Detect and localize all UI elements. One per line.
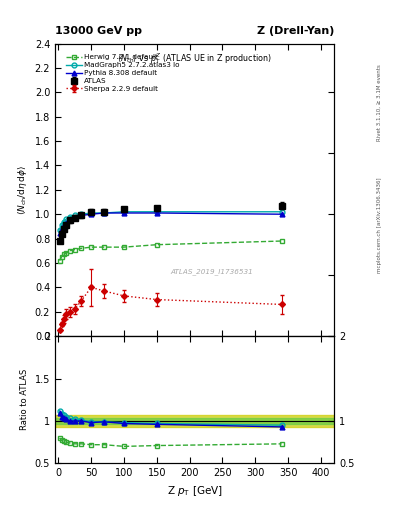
Herwig 7.2.1 default [121, 244, 126, 250]
MadGraph5 2.7.2.atlas3 lo [61, 219, 66, 225]
Herwig 7.2.1 default [279, 238, 284, 244]
Text: mcplots.cern.ch [arXiv:1306.3436]: mcplots.cern.ch [arXiv:1306.3436] [377, 178, 382, 273]
Line: Herwig 7.2.1 default: Herwig 7.2.1 default [57, 239, 284, 263]
Text: Z (Drell-Yan): Z (Drell-Yan) [257, 26, 334, 36]
Pythia 8.308 default [72, 215, 77, 221]
MadGraph5 2.7.2.atlas3 lo [59, 222, 64, 228]
Herwig 7.2.1 default [59, 254, 64, 260]
Herwig 7.2.1 default [89, 244, 94, 250]
Herwig 7.2.1 default [154, 242, 159, 248]
Pythia 8.308 default [64, 220, 68, 226]
Herwig 7.2.1 default [72, 246, 77, 252]
Herwig 7.2.1 default [68, 248, 72, 254]
Pythia 8.308 default [121, 210, 126, 216]
MadGraph5 2.7.2.atlas3 lo [279, 209, 284, 215]
Pythia 8.308 default [57, 229, 62, 236]
X-axis label: Z $p_\mathrm{T}$ [GeV]: Z $p_\mathrm{T}$ [GeV] [167, 484, 222, 498]
Pythia 8.308 default [154, 210, 159, 216]
Text: ATLAS_2019_I1736531: ATLAS_2019_I1736531 [170, 268, 253, 275]
Bar [55, 415, 334, 428]
Pythia 8.308 default [61, 222, 66, 228]
Herwig 7.2.1 default [57, 258, 62, 264]
MadGraph5 2.7.2.atlas3 lo [64, 216, 68, 222]
Legend: Herwig 7.2.1 default, MadGraph5 2.7.2.atlas3 lo, Pythia 8.308 default, ATLAS, Sh: Herwig 7.2.1 default, MadGraph5 2.7.2.at… [64, 53, 182, 93]
Y-axis label: Ratio to ATLAS: Ratio to ATLAS [20, 369, 29, 431]
Pythia 8.308 default [59, 226, 64, 232]
Pythia 8.308 default [68, 217, 72, 223]
Herwig 7.2.1 default [61, 251, 66, 258]
Bar [55, 418, 334, 424]
Text: $\langle N_\mathrm{ch}\rangle$ vs $p_\mathrm{T}^Z$ (ATLAS UE in Z production): $\langle N_\mathrm{ch}\rangle$ vs $p_\ma… [117, 51, 272, 66]
Pythia 8.308 default [89, 211, 94, 217]
Herwig 7.2.1 default [64, 250, 68, 257]
MadGraph5 2.7.2.atlas3 lo [121, 209, 126, 215]
MadGraph5 2.7.2.atlas3 lo [68, 214, 72, 220]
Text: 13000 GeV pp: 13000 GeV pp [55, 26, 142, 36]
Herwig 7.2.1 default [102, 244, 107, 250]
Line: MadGraph5 2.7.2.atlas3 lo: MadGraph5 2.7.2.atlas3 lo [57, 209, 284, 232]
Y-axis label: $\langle N_\mathrm{ch}/\mathrm{d}\eta\,\mathrm{d}\phi\rangle$: $\langle N_\mathrm{ch}/\mathrm{d}\eta\,\… [16, 165, 29, 215]
Text: Rivet 3.1.10, ≥ 3.1M events: Rivet 3.1.10, ≥ 3.1M events [377, 64, 382, 141]
MadGraph5 2.7.2.atlas3 lo [79, 211, 84, 217]
MadGraph5 2.7.2.atlas3 lo [89, 210, 94, 216]
Herwig 7.2.1 default [79, 245, 84, 251]
Line: Pythia 8.308 default: Pythia 8.308 default [57, 210, 284, 235]
Pythia 8.308 default [279, 211, 284, 217]
Pythia 8.308 default [79, 212, 84, 219]
MadGraph5 2.7.2.atlas3 lo [154, 209, 159, 215]
MadGraph5 2.7.2.atlas3 lo [102, 210, 107, 216]
Pythia 8.308 default [102, 210, 107, 216]
MadGraph5 2.7.2.atlas3 lo [72, 212, 77, 219]
MadGraph5 2.7.2.atlas3 lo [57, 227, 62, 233]
